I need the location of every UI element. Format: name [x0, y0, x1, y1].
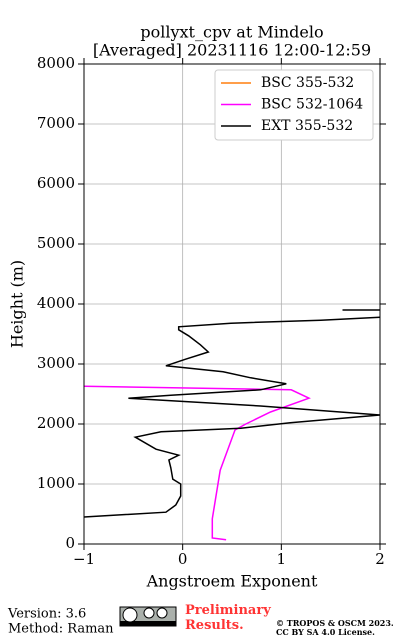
y-tick-label: 7000: [37, 114, 75, 132]
chart-subtitle: [Averaged] 20231116 12:00-12:59: [93, 41, 371, 60]
y-tick-label: 5000: [37, 234, 75, 252]
cc-logo: [119, 606, 177, 627]
y-tick-label: 1000: [37, 474, 75, 492]
legend-box: [214, 69, 374, 141]
x-tick-label: 1: [277, 550, 287, 568]
legend-label: BSC 355-532: [261, 75, 354, 91]
y-tick-label: 3000: [37, 354, 75, 372]
x-tick-label: 2: [375, 550, 385, 568]
profile-line: [83, 309, 381, 518]
method: Method: Raman: [8, 622, 114, 637]
legend-label: BSC 532-1064: [261, 97, 363, 113]
status: Preliminary Results.: [185, 603, 271, 633]
copyright: © TROPOS & OSCM 2023.: [276, 618, 394, 628]
version: Version: 3.6: [7, 607, 86, 622]
chart-title: pollyxt_cpv at Mindelo: [140, 23, 323, 42]
y-tick-label: 4000: [37, 294, 75, 312]
x-tick-label: 0: [178, 550, 188, 568]
x-tick-label: −1: [73, 550, 95, 568]
legend-label: EXT 355-532: [261, 118, 353, 134]
y-axis-label: Height (m): [8, 260, 27, 348]
license: CC BY SA 4.0 License.: [276, 627, 375, 637]
x-axis-label: Angstroem Exponent: [146, 572, 318, 591]
legend: BSC 355-532 BSC 532-1064 EXT 355-532: [214, 69, 374, 141]
profile-line: [83, 385, 311, 541]
y-tick-label: 6000: [37, 174, 75, 192]
y-tick-label: 2000: [37, 414, 75, 432]
plot-frame: [83, 63, 381, 545]
y-tick-label: 8000: [37, 54, 75, 72]
y-tick-label: 0: [65, 534, 75, 552]
